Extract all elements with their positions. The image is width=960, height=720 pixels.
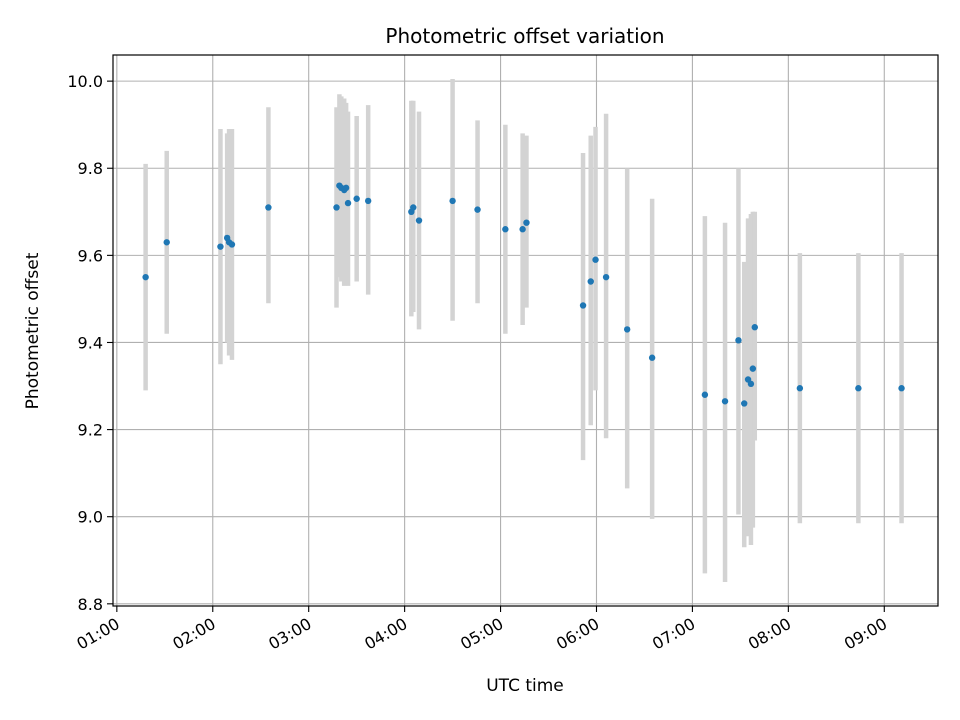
data-point (265, 204, 272, 211)
chart-title: Photometric offset variation (385, 24, 664, 48)
x-axis-label: UTC time (486, 676, 564, 696)
data-point (228, 241, 236, 248)
data-points (142, 182, 905, 407)
y-axis-ticks: 8.8 9.0 9.2 9.4 9.6 9.8 10.0 (67, 72, 113, 614)
data-point (579, 302, 587, 309)
y-axis-label: Photometric offset (23, 252, 43, 409)
data-point (749, 365, 757, 372)
data-point (898, 385, 905, 392)
data-point (333, 204, 340, 211)
y-tick-label: 9.4 (78, 333, 103, 352)
y-tick-label: 9.2 (78, 421, 103, 440)
data-point (364, 197, 372, 205)
data-point (796, 385, 804, 392)
y-tick-label: 10.0 (67, 72, 103, 91)
data-point (592, 256, 599, 263)
data-point (747, 380, 755, 388)
data-point (855, 385, 862, 392)
plot-frame (112, 54, 939, 607)
data-point (602, 273, 610, 281)
data-point (741, 400, 748, 407)
data-point (410, 204, 417, 211)
data-point (519, 226, 526, 233)
data-point (342, 184, 350, 192)
y-tick-label: 9.6 (78, 246, 103, 265)
data-point (449, 197, 456, 205)
data-point (142, 273, 149, 281)
data-point (623, 326, 631, 333)
data-point (344, 199, 352, 207)
data-point (217, 243, 224, 250)
y-tick-label: 9.8 (78, 159, 103, 178)
data-point (353, 195, 360, 202)
y-tick-label: 8.8 (78, 595, 103, 614)
data-point (502, 226, 509, 233)
data-point (474, 206, 481, 213)
data-point (735, 337, 742, 344)
data-point (415, 217, 423, 224)
data-point (701, 391, 709, 398)
y-tick-label: 9.0 (78, 508, 103, 527)
data-point (751, 324, 758, 331)
data-point (523, 219, 530, 226)
data-point (721, 398, 729, 405)
data-point (648, 354, 656, 361)
data-point (163, 239, 170, 246)
data-point (587, 278, 594, 285)
